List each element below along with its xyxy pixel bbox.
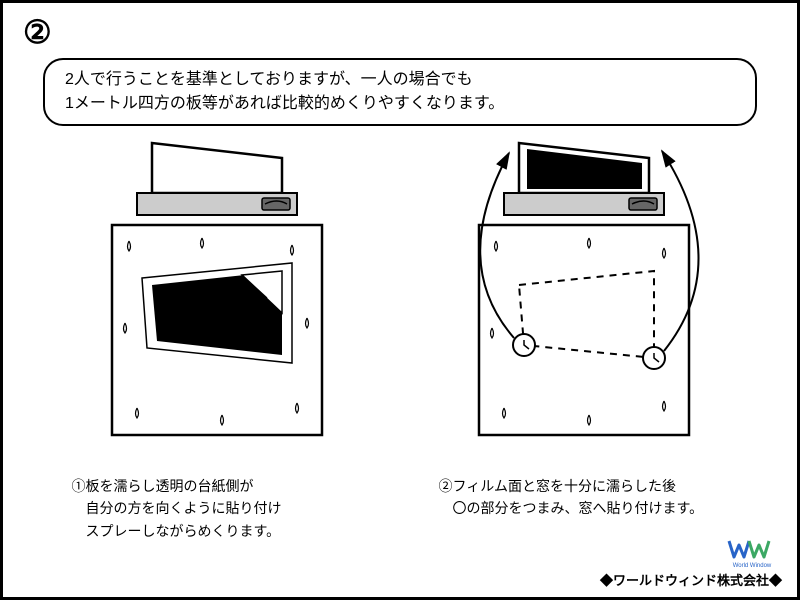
note-line-2: 1メートル四方の板等があれば比較的めくりやすくなります。 bbox=[65, 92, 735, 116]
step-number: ② bbox=[23, 13, 52, 51]
right-diagram bbox=[414, 133, 754, 463]
svg-text:World Window: World Window bbox=[733, 563, 772, 569]
panel-right: ②フィルム面と窓を十分に濡らした後 〇の部分をつまみ、窓へ貼り付けます。 bbox=[414, 133, 754, 542]
caption-right: ②フィルム面と窓を十分に濡らした後 〇の部分をつまみ、窓へ貼り付けます。 bbox=[439, 475, 729, 520]
instruction-note: 2人で行うことを基準としておりますが、一人の場合でも 1メートル四方の板等があれ… bbox=[43, 58, 757, 126]
left-diagram bbox=[67, 133, 367, 463]
brand-logo: World Window bbox=[727, 539, 777, 569]
caption-left: ①板を濡らし透明の台紙側が 自分の方を向くように貼り付け スプレーしながらめくり… bbox=[72, 475, 362, 542]
panel-left: ①板を濡らし透明の台紙側が 自分の方を向くように貼り付け スプレーしながらめくり… bbox=[47, 133, 387, 542]
footer-text: ◆ワールドウィンド株式会社◆ bbox=[600, 570, 782, 589]
note-line-1: 2人で行うことを基準としておりますが、一人の場合でも bbox=[65, 68, 735, 92]
panels-row: ①板を濡らし透明の台紙側が 自分の方を向くように貼り付け スプレーしながらめくり… bbox=[3, 133, 797, 542]
